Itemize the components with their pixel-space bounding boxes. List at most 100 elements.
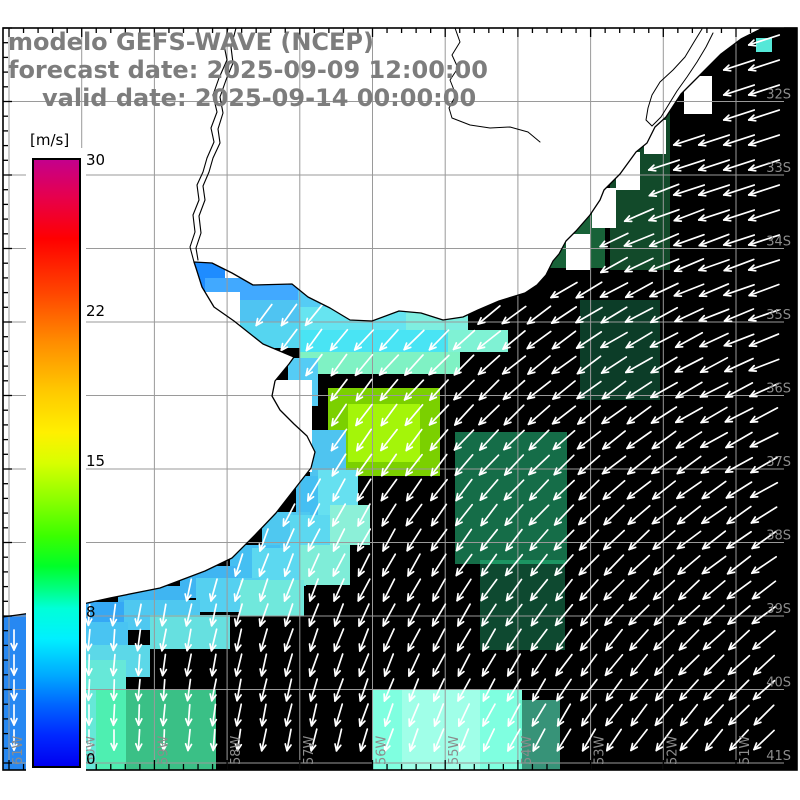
wind-arrow: [603, 554, 625, 576]
wind-arrow: [480, 503, 498, 527]
speed-cell: [300, 352, 460, 374]
wind-arrow: [752, 679, 776, 701]
wind-arrow: [10, 729, 18, 751]
wind-arrow: [579, 579, 599, 601]
wind-arrow: [747, 259, 781, 272]
wind-arrow: [653, 604, 675, 626]
speed-cell: [300, 330, 450, 354]
wind-arrow: [135, 703, 143, 727]
lat-label: 40S: [766, 676, 791, 691]
wind-arrow: [283, 603, 294, 627]
wind-arrow: [727, 654, 751, 676]
wind-arrow: [673, 208, 705, 222]
wind-arrow: [581, 703, 597, 727]
wind-arrow: [580, 678, 598, 702]
wind-arrow: [283, 578, 295, 602]
wind-arrow: [723, 258, 755, 272]
wind-arrow: [748, 283, 780, 297]
wind-arrow: [722, 209, 756, 222]
wind-arrow: [84, 628, 93, 652]
wind-arrow: [655, 728, 673, 752]
wind-arrow: [431, 553, 447, 577]
wind-arrow: [357, 553, 371, 577]
wind-arrow: [677, 604, 701, 626]
wind-arrow: [329, 328, 349, 352]
wind-arrow: [648, 183, 680, 198]
wind-arrow: [627, 504, 651, 526]
wind-arrow: [284, 678, 293, 702]
wind-arrow: [628, 529, 650, 551]
river-negro: [448, 27, 541, 143]
wind-arrow: [507, 703, 521, 727]
wind-arrow: [334, 728, 343, 752]
wind-arrow: [184, 603, 193, 627]
wind-arrow: [502, 379, 526, 401]
wind-arrow: [234, 728, 243, 752]
wind-arrow: [234, 678, 242, 702]
wind-arrow: [551, 405, 577, 425]
wind-arrow: [529, 578, 549, 602]
wind-arrow: [405, 503, 423, 527]
wind-arrow: [577, 405, 601, 425]
wind-arrow: [405, 428, 423, 452]
wind-arrow: [109, 603, 118, 627]
wind-arrow: [406, 528, 422, 552]
lon-label: 60W: [84, 735, 99, 765]
wind-arrow: [259, 653, 268, 677]
wind-arrow: [159, 603, 168, 627]
wind-arrow: [599, 256, 629, 274]
wind-arrow: [433, 728, 445, 752]
wind-arrow: [727, 605, 751, 625]
wind-arrow: [531, 653, 547, 677]
wind-arrow: [699, 431, 729, 449]
wind-arrow: [381, 553, 397, 577]
wind-arrow: [649, 332, 679, 348]
wind-arrow: [698, 308, 730, 323]
wind-arrow: [699, 382, 729, 398]
wind-arrow: [751, 580, 777, 600]
wind-arrow: [452, 329, 476, 351]
wind-arrow: [651, 505, 677, 525]
wind-arrow: [331, 453, 347, 477]
wind-arrow: [404, 403, 424, 427]
wind-arrow: [355, 403, 373, 427]
wind-arrow: [704, 728, 724, 752]
wind-arrow: [382, 528, 396, 552]
wind-arrow: [358, 678, 369, 702]
wind-arrow: [10, 704, 18, 726]
wind-arrow: [724, 357, 754, 373]
wind-arrow: [283, 528, 295, 552]
wind-arrow: [604, 653, 624, 677]
wind-arrow: [749, 382, 779, 398]
wind-arrow: [676, 530, 702, 550]
wind-arrow: [551, 330, 577, 350]
wind-arrow: [602, 479, 626, 501]
wind-arrow: [477, 305, 501, 325]
wind-arrow: [678, 579, 700, 601]
wind-arrow: [527, 404, 551, 426]
wind-arrow: [333, 628, 345, 652]
wind-arrow: [747, 209, 781, 222]
wind-arrow: [456, 578, 472, 602]
wind-arrow: [623, 233, 655, 248]
lat-label: 39S: [766, 602, 791, 617]
wind-arrow: [530, 628, 548, 652]
wind-arrow: [748, 358, 780, 372]
wind-arrow: [599, 232, 629, 248]
wind-arrow: [283, 653, 294, 677]
wind-arrow: [728, 679, 750, 701]
colorbar-tick-15: 15: [86, 452, 106, 470]
wind-arrow: [724, 456, 754, 474]
wind-arrow: [556, 703, 572, 727]
wind-arrow: [753, 729, 775, 751]
wind-arrow: [408, 703, 420, 727]
wind-arrow: [526, 330, 552, 350]
wind-arrow: [358, 603, 370, 627]
wind-arrow: [407, 603, 421, 627]
wind-arrow: [380, 428, 398, 452]
wind-arrow: [724, 407, 754, 423]
wind-arrow: [503, 429, 525, 451]
wind-arrow: [650, 356, 678, 374]
